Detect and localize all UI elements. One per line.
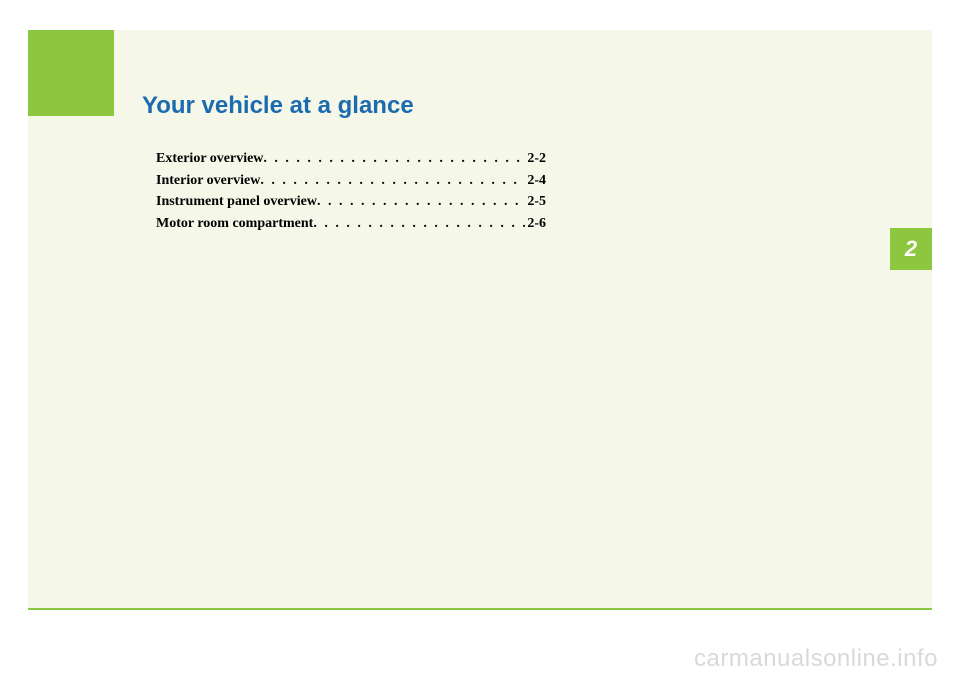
chapter-title: Your vehicle at a glance — [142, 92, 414, 120]
toc-label: Motor room compartment — [156, 213, 313, 235]
toc-leader-dots — [263, 148, 525, 170]
toc-leader-dots — [317, 191, 525, 213]
toc-label: Exterior overview — [156, 148, 263, 170]
toc-label: Interior overview — [156, 170, 260, 192]
toc-row: Interior overview 2-4 — [156, 170, 546, 192]
manual-page: Your vehicle at a glance Exterior overvi… — [28, 30, 932, 610]
toc-label: Instrument panel overview — [156, 191, 317, 213]
toc-page: 2-5 — [525, 191, 546, 213]
toc-row: Exterior overview 2-2 — [156, 148, 546, 170]
toc-page: 2-6 — [525, 213, 546, 235]
chapter-number-badge: 2 — [890, 228, 932, 270]
bottom-rule — [28, 608, 932, 610]
watermark-text: carmanualsonline.info — [694, 645, 938, 673]
toc-page: 2-4 — [525, 170, 546, 192]
table-of-contents: Exterior overview 2-2 Interior overview … — [156, 148, 546, 235]
toc-row: Instrument panel overview 2-5 — [156, 191, 546, 213]
toc-leader-dots — [313, 213, 525, 235]
corner-accent — [28, 30, 114, 116]
toc-leader-dots — [260, 170, 525, 192]
toc-page: 2-2 — [525, 148, 546, 170]
toc-row: Motor room compartment 2-6 — [156, 213, 546, 235]
